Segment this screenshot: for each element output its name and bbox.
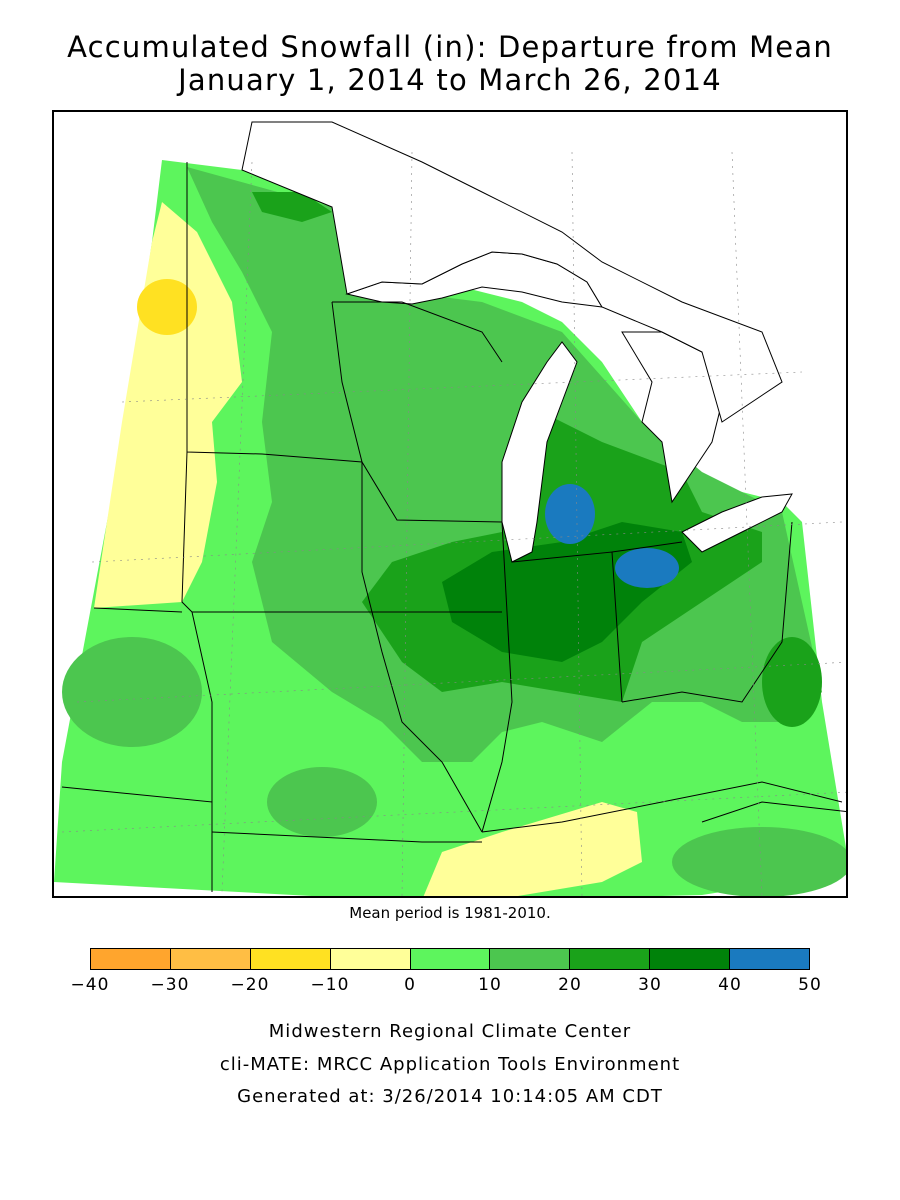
legend-swatch xyxy=(170,949,251,969)
zone-minus10-0-west xyxy=(94,202,242,608)
legend-swatch xyxy=(570,949,651,969)
zone-40-50-nw-ohio xyxy=(615,548,679,588)
zone-20-30-oh xyxy=(762,637,822,727)
legend-tick-label: −10 xyxy=(310,975,350,995)
legend-tick-label: 10 xyxy=(478,975,502,995)
ontario-canada xyxy=(241,121,783,423)
snowfall-departure-map xyxy=(54,121,846,896)
map-frame xyxy=(52,110,848,898)
legend-tick-label: 20 xyxy=(558,975,582,995)
lake-erie xyxy=(681,493,793,553)
legend-swatch xyxy=(330,949,411,969)
zone-40-50-sw-michigan xyxy=(545,484,595,544)
legend-tick-label: 50 xyxy=(798,975,822,995)
zone-10-20-ky xyxy=(672,827,846,896)
legend-swatch xyxy=(250,949,331,969)
legend-swatch xyxy=(490,949,571,969)
legend-tick-label: −40 xyxy=(70,975,110,995)
footer-generated-timestamp: Generated at: 3/26/2014 10:14:05 AM CDT xyxy=(237,1086,663,1107)
legend-tick-label: 0 xyxy=(404,975,416,995)
legend-swatch xyxy=(91,949,171,969)
state-boundaries xyxy=(61,162,846,892)
graticule xyxy=(61,151,846,896)
legend-tick-label: 40 xyxy=(718,975,742,995)
legend-tick-label: −20 xyxy=(230,975,270,995)
mean-period-note: Mean period is 1981-2010. xyxy=(349,904,551,922)
legend-swatch xyxy=(650,949,731,969)
legend-swatch xyxy=(730,949,810,969)
zone-10-20-sw xyxy=(62,637,202,747)
footer-center-name: Midwestern Regional Climate Center xyxy=(268,1021,632,1042)
zone-10-20-south xyxy=(267,767,377,837)
zone-minus10-0-south xyxy=(423,802,642,896)
zone-20-30-north xyxy=(252,192,332,222)
legend-tick-label: 30 xyxy=(638,975,662,995)
legend-swatch xyxy=(410,949,491,969)
zone-minus20-minus10-mn xyxy=(137,279,197,335)
legend-tick-label: −30 xyxy=(150,975,190,995)
chart-title-line-1: Accumulated Snowfall (in): Departure fro… xyxy=(67,30,833,64)
chart-title-line-2: January 1, 2014 to March 26, 2014 xyxy=(178,63,722,97)
footer-tool-name: cli-MATE: MRCC Application Tools Environ… xyxy=(219,1054,681,1075)
legend-color-bar xyxy=(90,948,810,970)
